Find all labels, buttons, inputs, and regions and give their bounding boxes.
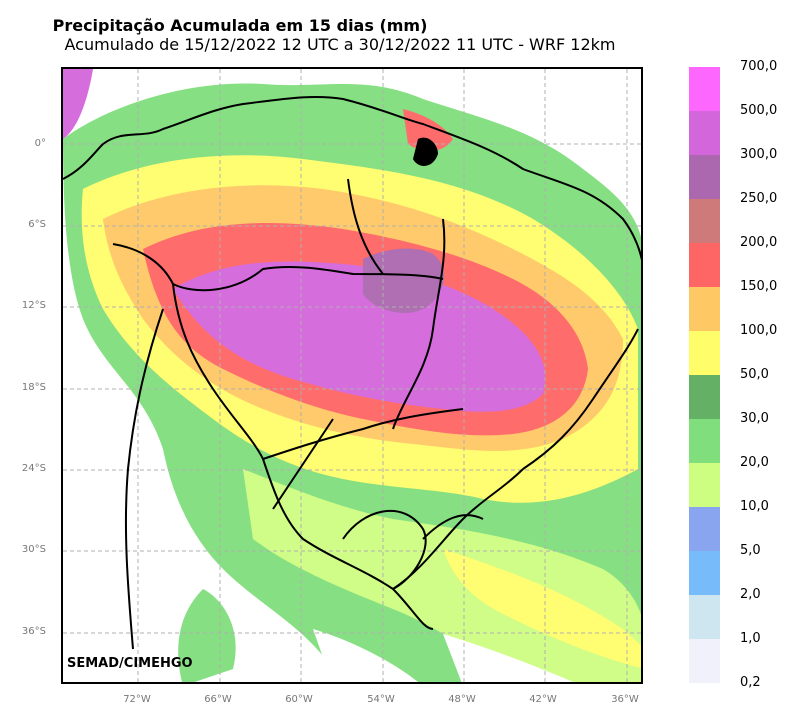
legend-label: 50,0	[740, 367, 769, 382]
legend-swatch	[689, 463, 720, 507]
precipitation-field	[63, 69, 641, 682]
map-title: Precipitação Acumulada em 15 dias (mm)	[52, 16, 428, 35]
legend-swatch	[689, 243, 720, 287]
credit-label: SEMAD/CIMEHGO	[67, 656, 193, 671]
map-subtitle: Acumulado de 15/12/2022 12 UTC a 30/12/2…	[64, 35, 616, 54]
legend-label: 20,0	[740, 455, 769, 470]
lat-tick: 0°	[34, 138, 46, 149]
lon-tick: 48°W	[448, 694, 476, 705]
political-borders	[63, 95, 641, 650]
lon-tick: 72°W	[123, 694, 151, 705]
lon-tick: 54°W	[367, 694, 395, 705]
legend-label: 200,0	[740, 235, 778, 250]
legend-swatch	[689, 595, 720, 639]
lon-tick: 42°W	[529, 694, 557, 705]
lat-tick: 12°S	[21, 300, 46, 311]
legend-label: 700,0	[740, 59, 778, 74]
lat-tick: 18°S	[21, 382, 46, 393]
lat-tick: 30°S	[21, 544, 46, 555]
lon-tick: 66°W	[204, 694, 232, 705]
legend-swatch	[689, 375, 720, 419]
legend-label: 300,0	[740, 147, 778, 162]
legend-swatch	[689, 639, 720, 683]
legend-swatch	[689, 155, 720, 199]
legend-label: 5,0	[740, 543, 761, 558]
legend-label: 2,0	[740, 587, 761, 602]
precipitation-map	[61, 67, 643, 684]
legend-swatch	[689, 551, 720, 595]
legend-swatch	[689, 199, 720, 243]
lat-tick: 36°S	[21, 626, 46, 637]
legend-swatch	[689, 111, 720, 155]
legend-swatch	[689, 331, 720, 375]
legend-label: 1,0	[740, 631, 761, 646]
legend-label: 30,0	[740, 411, 769, 426]
legend-label: 250,0	[740, 191, 778, 206]
lon-tick: 60°W	[285, 694, 313, 705]
legend-swatch	[689, 419, 720, 463]
legend-swatch	[689, 67, 720, 111]
lon-tick: 36°W	[611, 694, 639, 705]
lat-tick: 6°S	[28, 219, 46, 230]
legend-label: 500,0	[740, 103, 778, 118]
legend-swatch	[689, 287, 720, 331]
lat-tick: 24°S	[21, 463, 46, 474]
legend-label: 0,2	[740, 675, 761, 690]
legend-label: 10,0	[740, 499, 769, 514]
legend-swatch	[689, 507, 720, 551]
legend-label: 100,0	[740, 323, 778, 338]
legend-label: 150,0	[740, 279, 778, 294]
